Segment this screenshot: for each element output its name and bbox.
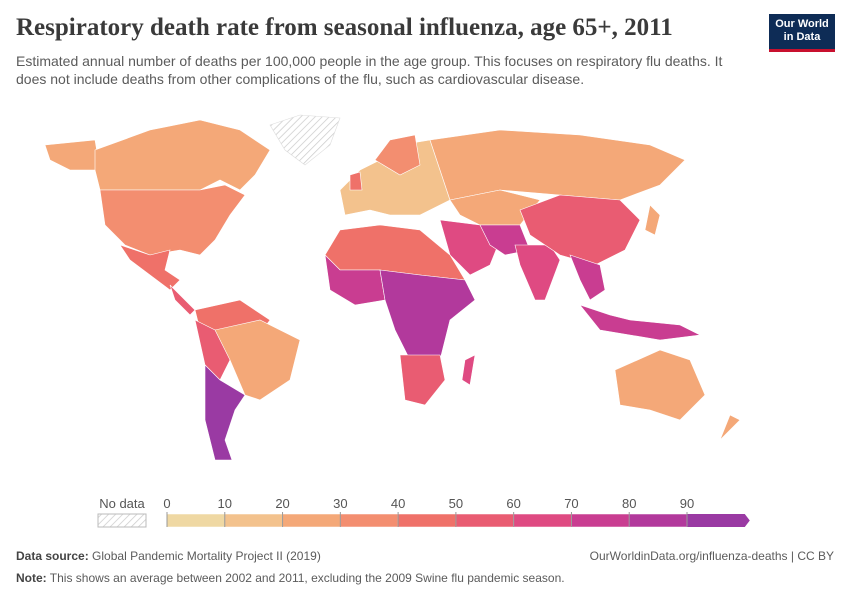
source: Data source: Global Pandemic Mortality P…	[16, 549, 321, 563]
no-data-swatch	[97, 513, 147, 528]
country[interactable]	[461, 354, 476, 386]
legend-bin	[571, 513, 630, 528]
country[interactable]	[569, 254, 606, 301]
legend-tick-label: 10	[218, 496, 232, 511]
legend-tick-label: 50	[449, 496, 463, 511]
legend-tick-label: 40	[391, 496, 405, 511]
note-label: Note:	[16, 571, 47, 585]
legend-bin	[687, 514, 750, 527]
country[interactable]	[614, 349, 706, 421]
legend-tick-label: 80	[622, 496, 636, 511]
countries	[44, 114, 741, 461]
country[interactable]	[519, 194, 641, 266]
country[interactable]	[579, 304, 702, 341]
legend-tick-label: 20	[275, 496, 289, 511]
url[interactable]: OurWorldinData.org/influenza-deaths | CC…	[589, 549, 834, 563]
legend-tick-label: 30	[333, 496, 347, 511]
logo[interactable]: Our World in Data	[769, 14, 835, 52]
country[interactable]	[379, 269, 476, 361]
legend-bin	[224, 513, 283, 528]
legend: 0 10 20 30 40 50 60 70 80 90	[163, 496, 750, 528]
country[interactable]	[204, 364, 246, 461]
country[interactable]	[44, 139, 101, 171]
country[interactable]	[194, 319, 231, 381]
country[interactable]	[719, 414, 741, 441]
legend-bin	[282, 513, 341, 528]
legend-bin	[513, 513, 572, 528]
source-text: Global Pandemic Mortality Project II (20…	[92, 549, 321, 563]
legend-bin	[628, 513, 688, 528]
note: Note: This shows an average between 2002…	[16, 571, 565, 585]
legend-tick-label: 60	[506, 496, 520, 511]
source-label: Data source:	[16, 549, 89, 563]
legend-bin	[397, 513, 457, 528]
country[interactable]	[99, 184, 246, 256]
logo-text: in Data	[783, 31, 821, 43]
country[interactable]	[94, 119, 271, 191]
legend-tick-label: 0	[163, 496, 170, 511]
title: Respiratory death rate from seasonal inf…	[16, 14, 673, 41]
country[interactable]	[514, 244, 561, 301]
logo-text: Our World	[775, 18, 829, 30]
note-text: This shows an average between 2002 and 2…	[49, 571, 565, 585]
country[interactable]	[644, 204, 661, 236]
country[interactable]	[269, 114, 341, 166]
subtitle: Estimated annual number of deaths per 10…	[16, 53, 723, 87]
legend-bin	[166, 513, 226, 528]
country[interactable]	[349, 171, 363, 191]
legend-tick-label: 70	[564, 496, 578, 511]
country[interactable]	[169, 284, 196, 316]
legend-tick-label: 90	[680, 496, 694, 511]
legend-bin	[340, 513, 399, 528]
legend-bin	[455, 513, 514, 528]
country[interactable]	[119, 244, 181, 291]
country[interactable]	[374, 134, 421, 176]
no-data-label: No data	[99, 496, 145, 511]
country[interactable]	[399, 354, 446, 406]
country[interactable]	[429, 129, 686, 201]
